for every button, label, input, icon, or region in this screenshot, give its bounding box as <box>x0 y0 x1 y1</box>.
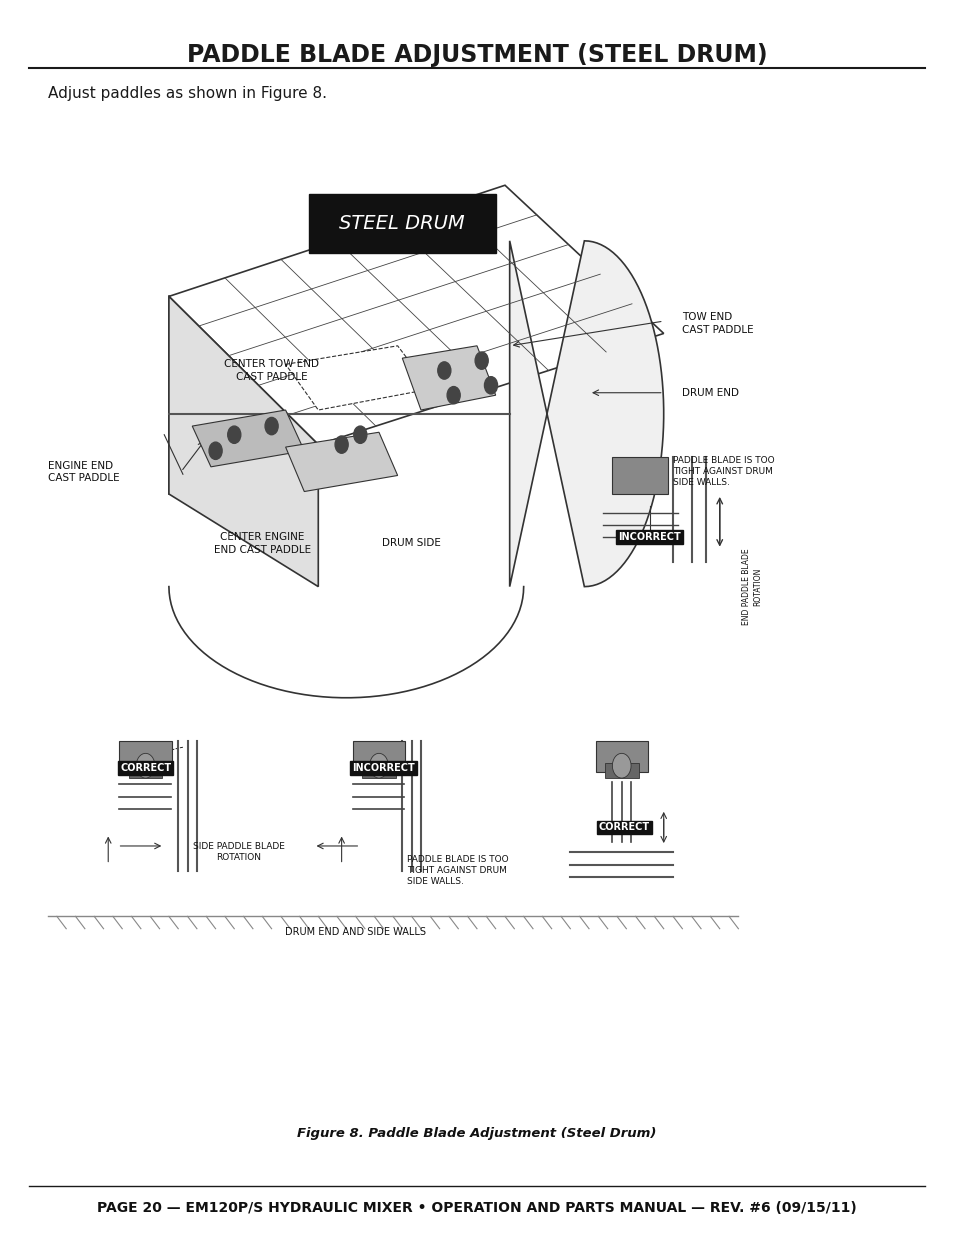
Circle shape <box>447 387 459 404</box>
Text: Figure 8. Paddle Blade Adjustment (Steel Drum): Figure 8. Paddle Blade Adjustment (Steel… <box>297 1128 656 1140</box>
Bar <box>604 763 638 778</box>
Text: STEEL DRUM: STEEL DRUM <box>339 214 465 233</box>
Text: CENTER TOW END
CAST PADDLE: CENTER TOW END CAST PADDLE <box>224 359 318 382</box>
Text: CORRECT: CORRECT <box>120 763 171 773</box>
Text: PAGE 20 — EM120P/S HYDRAULIC MIXER • OPERATION AND PARTS MANUAL — REV. #6 (09/15: PAGE 20 — EM120P/S HYDRAULIC MIXER • OPE… <box>97 1200 856 1215</box>
Text: SIDE PADDLE BLADE
ROTATION: SIDE PADDLE BLADE ROTATION <box>193 842 285 862</box>
Circle shape <box>484 377 497 394</box>
Bar <box>612 457 668 494</box>
Circle shape <box>354 426 367 443</box>
Text: END PADDLE BLADE
ROTATION: END PADDLE BLADE ROTATION <box>741 548 761 625</box>
Circle shape <box>437 362 451 379</box>
Circle shape <box>335 436 348 453</box>
Text: DRUM END: DRUM END <box>681 388 739 398</box>
Text: TOW END
CAST PADDLE: TOW END CAST PADDLE <box>681 312 753 335</box>
Text: CORRECT: CORRECT <box>598 823 649 832</box>
Bar <box>129 763 162 778</box>
Polygon shape <box>285 346 430 410</box>
Text: Adjust paddles as shown in Figure 8.: Adjust paddles as shown in Figure 8. <box>48 86 326 101</box>
Text: INCORRECT: INCORRECT <box>618 532 680 542</box>
Circle shape <box>136 753 154 778</box>
Polygon shape <box>402 346 496 410</box>
Polygon shape <box>285 432 397 492</box>
Text: INCORRECT: INCORRECT <box>352 763 415 773</box>
Text: PADDLE BLADE ADJUSTMENT (STEEL DRUM): PADDLE BLADE ADJUSTMENT (STEEL DRUM) <box>187 43 766 67</box>
Circle shape <box>475 352 488 369</box>
Text: PADDLE BLADE IS TOO
TIGHT AGAINST DRUM
SIDE WALLS.: PADDLE BLADE IS TOO TIGHT AGAINST DRUM S… <box>407 855 508 887</box>
FancyBboxPatch shape <box>309 194 496 253</box>
Polygon shape <box>169 296 318 587</box>
Bar <box>353 741 405 772</box>
Circle shape <box>612 753 630 778</box>
Circle shape <box>369 753 388 778</box>
Circle shape <box>209 442 222 459</box>
Text: PADDLE BLADE IS TOO
TIGHT AGAINST DRUM
SIDE WALLS.: PADDLE BLADE IS TOO TIGHT AGAINST DRUM S… <box>673 456 774 488</box>
Text: CENTER ENGINE
END CAST PADDLE: CENTER ENGINE END CAST PADDLE <box>213 532 311 555</box>
Bar <box>119 741 172 772</box>
Polygon shape <box>169 185 663 445</box>
Text: ENGINE END
CAST PADDLE: ENGINE END CAST PADDLE <box>48 461 119 483</box>
Text: DRUM SIDE: DRUM SIDE <box>382 538 440 548</box>
Text: DRUM END AND SIDE WALLS: DRUM END AND SIDE WALLS <box>285 927 426 937</box>
Bar <box>362 763 395 778</box>
Bar <box>595 741 647 772</box>
Polygon shape <box>509 241 663 587</box>
Circle shape <box>265 417 278 435</box>
Polygon shape <box>193 410 304 467</box>
Circle shape <box>228 426 240 443</box>
